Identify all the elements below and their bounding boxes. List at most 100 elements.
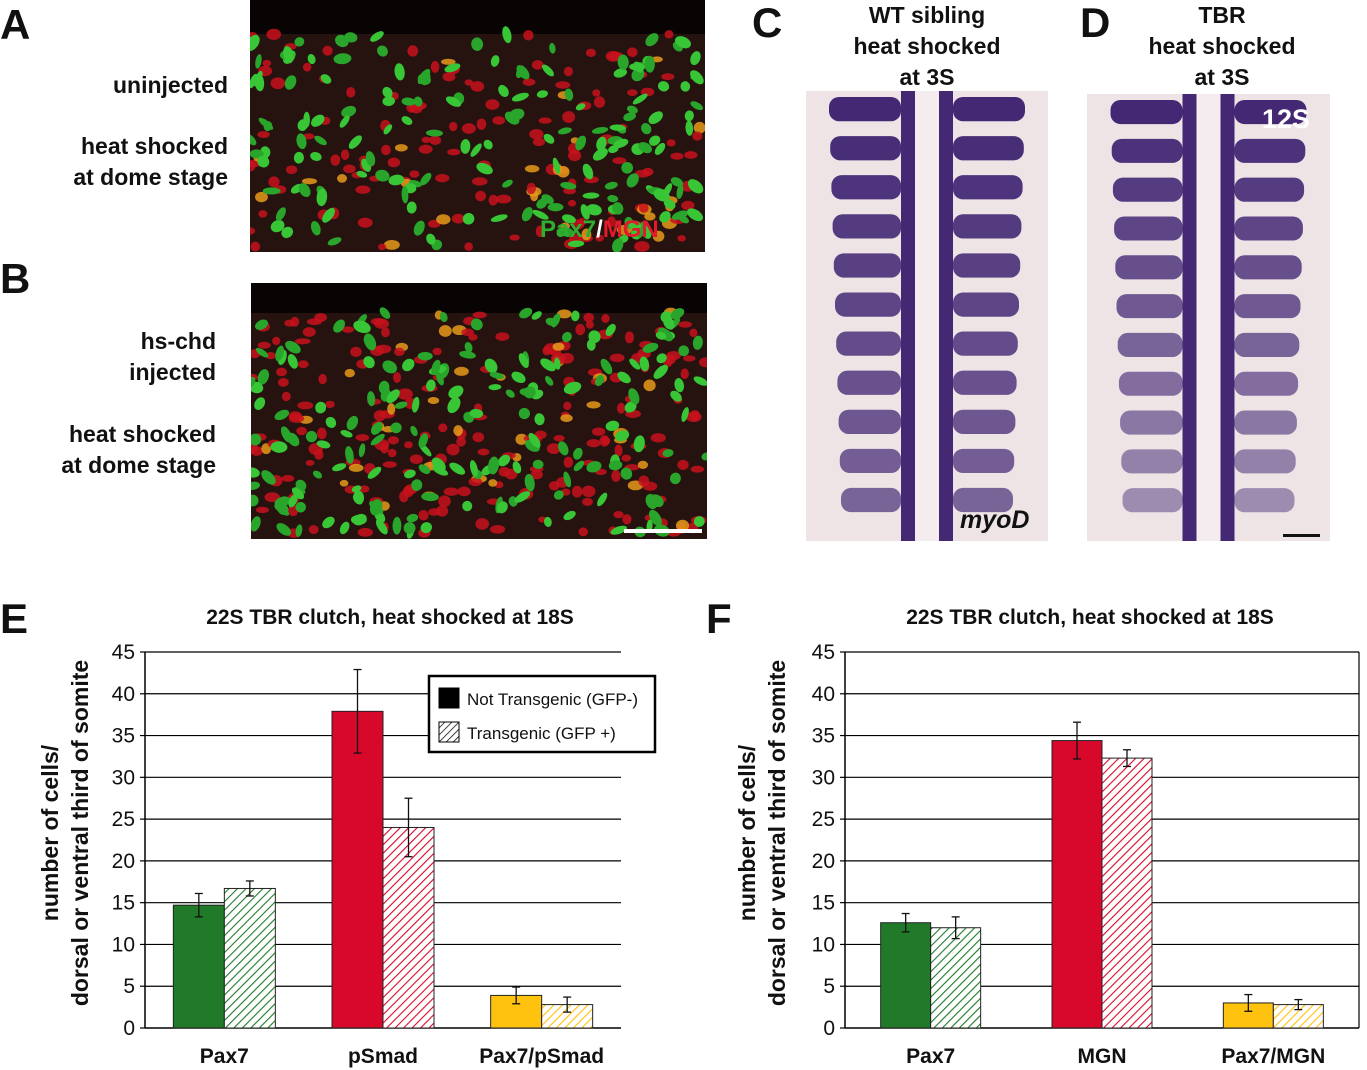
panel-d-somite-left [1115,255,1183,280]
panel-a-green-nucleus [298,183,311,197]
panel-a-label-line1: uninjected [112,72,228,98]
panel-a-condition-label: uninjected heat shocked at dome stage [0,70,228,193]
panel-b-green-nucleus [421,492,439,502]
panel-a-green-nucleus [394,63,405,81]
panel-b-red-nucleus [409,454,423,465]
chart-f-ytick-label: 5 [823,975,835,998]
panel-c-title-line2: heat shocked [853,33,1001,59]
panel-b-green-nucleus [276,523,292,536]
chart-e-bar-psmad-hatched [382,826,435,1029]
panel-b-green-nucleus [325,416,337,428]
panel-a-green-nucleus [401,97,416,106]
panel-b-green-nucleus [543,516,552,528]
panel-c-somite-right [953,214,1022,239]
panel-b-red-nucleus [370,318,386,326]
panel-a-red-nucleus [581,228,592,241]
panel-b-green-nucleus [518,353,529,369]
panel-b-label-line2: injected [129,359,216,385]
panel-b-red-nucleus [675,519,690,532]
panel-a-green-nucleus [413,96,423,107]
panel-b-green-nucleus [402,358,415,372]
panel-a-green-nucleus [632,93,648,105]
panel-b-red-nucleus [438,325,452,337]
panel-b-green-nucleus [563,381,582,395]
panel-b-micrograph [251,283,707,539]
panel-a-green-nucleus [654,142,666,156]
chart-e-legend-label: Not Transgenic (GFP-) [467,690,638,709]
panel-b-green-nucleus [255,319,269,330]
panel-a-green-nucleus [504,111,520,125]
panel-b-green-nucleus [563,510,576,521]
chart-f-ytick-label: 0 [823,1017,835,1040]
panel-a-green-nucleus [663,199,676,210]
panel-a-red-nucleus [568,199,577,207]
chart-f-ylabel-line2: dorsal or ventral third of somite [764,659,790,1007]
panel-a-green-nucleus [348,135,362,149]
panel-a-green-nucleus [250,149,264,159]
panel-a-red-nucleus [343,164,356,174]
panel-b-red-nucleus [432,347,442,356]
panel-a-red-nucleus [495,194,512,204]
panel-b-fluorescence-image [251,283,707,539]
panel-a-green-nucleus [575,103,586,111]
panel-a-red-nucleus [449,121,458,132]
panel-a-green-nucleus [502,26,512,44]
panel-b-green-nucleus [462,500,473,512]
panel-b-red-nucleus [495,332,510,341]
panel-a-green-nucleus [460,139,471,154]
panel-b-red-nucleus [560,414,573,423]
panel-a-green-nucleus [316,188,328,207]
panel-b-green-nucleus [562,331,572,343]
panel-a-green-nucleus [426,233,436,245]
panel-d-title: TBR heat shocked at 3S [1102,0,1342,93]
panel-a-green-nucleus [406,201,417,214]
panel-b-red-nucleus [393,372,402,383]
panel-a-green-nucleus [609,124,626,131]
panel-a-stain-legend: Pax7/MGN [540,216,659,244]
chart-e-ytick-label: 45 [112,641,135,664]
panel-b-red-nucleus [342,326,354,333]
chart-e-ytick-label: 25 [112,808,135,831]
panel-d-title-line1: TBR [1198,2,1246,28]
panel-a-green-nucleus [645,33,659,47]
panel-d-scale-bar [1283,534,1320,537]
panel-a-green-nucleus [562,214,576,224]
panel-b-red-nucleus [453,425,463,437]
panel-a-red-nucleus [692,131,703,141]
panel-a-green-nucleus [657,81,670,92]
panel-b-green-nucleus [511,371,526,384]
panel-a-red-nucleus [464,242,473,251]
panel-b-green-nucleus [693,516,705,527]
panel-a-green-nucleus [401,116,413,125]
panel-d-somite-right [1234,138,1306,163]
panel-b-green-nucleus [524,473,535,492]
panel-b-red-nucleus [582,497,593,506]
panel-b-red-nucleus [609,353,625,363]
panel-letter-b: B [0,255,31,302]
panel-a-green-nucleus [629,62,645,71]
panel-d-somite-left [1110,100,1183,125]
panel-a-red-nucleus [531,60,544,70]
panel-b-red-nucleus [296,426,307,436]
panel-b-green-nucleus [363,333,377,351]
panel-a-red-nucleus [595,234,604,242]
chart-f-ylabel: number of cells/ dorsal or ventral third… [732,613,792,1053]
panel-b-green-nucleus [656,353,667,364]
panel-a-red-nucleus [346,86,356,98]
panel-b-green-nucleus [369,501,384,514]
panel-b-green-nucleus [418,433,428,448]
chart-f-ylabel-line1: number of cells/ [734,744,760,922]
panel-b-red-nucleus [265,352,276,360]
panel-c-somite-right [953,487,1013,513]
panel-b-red-nucleus [399,490,409,503]
panel-b-green-nucleus [573,447,583,460]
chart-f-category-label: MGN [1078,1045,1127,1068]
panel-b-green-nucleus [251,467,260,478]
panel-b-green-nucleus [251,376,256,388]
panel-c-somite-left [832,214,901,239]
chart-e-ylabel-line2: dorsal or ventral third of somite [67,659,93,1007]
panel-a-red-nucleus [357,217,373,228]
panel-b-green-nucleus [470,318,483,331]
panel-d-somite-right [1234,449,1296,474]
panel-b-green-nucleus [662,449,674,458]
